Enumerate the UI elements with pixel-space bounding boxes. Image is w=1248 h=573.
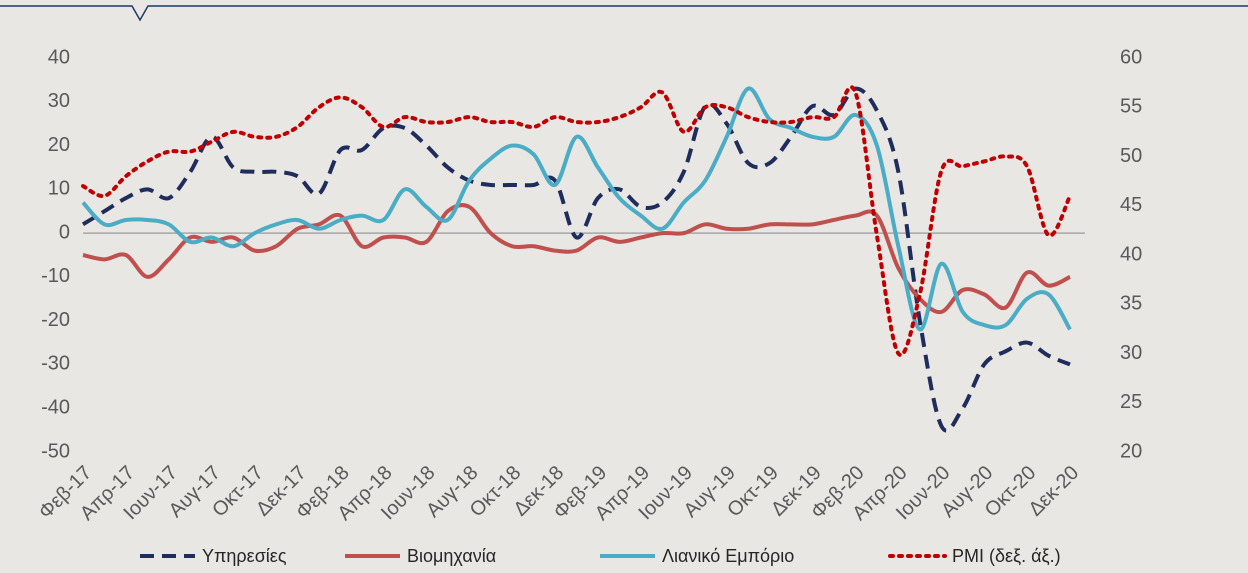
y-tick-label: -10 xyxy=(41,265,70,287)
y-tick-label: 40 xyxy=(48,46,70,68)
legend-label: Βιομηχανία xyxy=(407,546,496,566)
legend-item: PMI (δεξ. άξ.) xyxy=(888,546,1061,566)
y2-tick-label: 35 xyxy=(1120,293,1142,315)
series-line xyxy=(81,85,1072,358)
y-tick-label: -20 xyxy=(41,309,70,331)
y2-tick-label: 45 xyxy=(1120,194,1142,216)
series-line xyxy=(81,86,1071,433)
legend-item: Βιομηχανία xyxy=(345,546,496,566)
legend-label: Λιανικό Εμπόριο xyxy=(662,546,794,566)
y-tick-label: 10 xyxy=(48,178,70,200)
y2-tick-label: 30 xyxy=(1120,342,1142,364)
y-tick-label: -50 xyxy=(41,440,70,462)
y2-tick-label: 40 xyxy=(1120,243,1142,265)
y-tick-label: -30 xyxy=(41,353,70,375)
legend-item: Λιανικό Εμπόριο xyxy=(600,546,794,566)
legend-label: Υπηρεσίες xyxy=(202,546,287,566)
y2-tick-label: 25 xyxy=(1120,391,1142,413)
y2-tick-label: 60 xyxy=(1120,46,1142,68)
legend-item: Υπηρεσίες xyxy=(140,546,287,566)
header-rule xyxy=(0,5,1248,22)
y-tick-label: 20 xyxy=(48,134,70,156)
y2-tick-label: 50 xyxy=(1120,145,1142,167)
y-tick-label: 30 xyxy=(48,90,70,112)
y2-tick-label: 55 xyxy=(1120,96,1142,118)
series-line xyxy=(81,86,1072,332)
y2-tick-label: 20 xyxy=(1120,440,1142,462)
y-tick-label: -40 xyxy=(41,397,70,419)
y-tick-label: 0 xyxy=(59,221,70,243)
legend-label: PMI (δεξ. άξ.) xyxy=(952,546,1061,566)
